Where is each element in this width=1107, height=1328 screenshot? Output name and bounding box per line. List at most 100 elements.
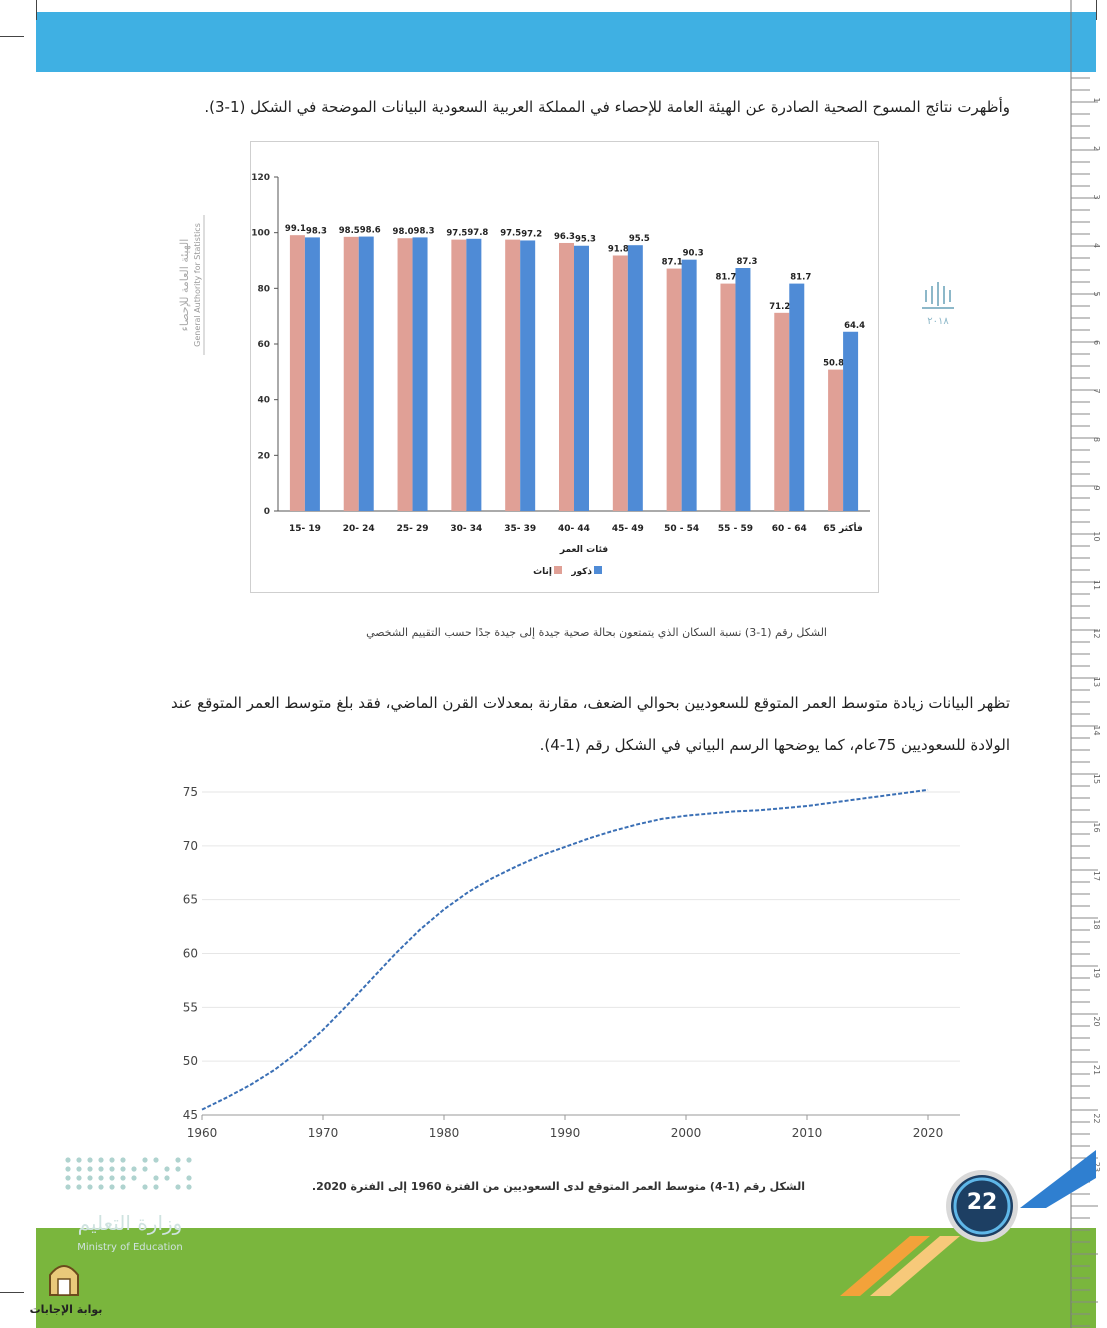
answers-portal-name: بوابة الإجابات <box>30 1303 103 1316</box>
x-category-label: 20- 24 <box>343 524 375 534</box>
ruler-number: 17 <box>1092 871 1101 881</box>
ruler-number: 8 <box>1092 437 1101 442</box>
y-tick-label: 65 <box>183 893 198 907</box>
logo-dot <box>87 1157 93 1163</box>
legend-label-female: إناث <box>533 567 552 577</box>
bar-male <box>466 238 482 511</box>
bar-data-label: 98.0 <box>393 227 414 237</box>
bar-female <box>666 268 682 511</box>
y-tick-label: 45 <box>183 1108 198 1122</box>
bar-female <box>559 242 574 511</box>
y-tick-label: 100 <box>251 229 270 239</box>
ruler-number: 19 <box>1092 968 1101 978</box>
logo-dot <box>164 1175 170 1181</box>
bar-male <box>304 237 320 512</box>
gastat-logo: الهيئة العامة للإحصاء General Authority … <box>178 215 205 355</box>
gastat-arabic-name: الهيئة العامة للإحصاء <box>178 239 191 332</box>
bar-female <box>774 312 790 511</box>
bar-data-label: 64.4 <box>844 321 865 331</box>
logo-dot <box>76 1157 82 1163</box>
logo-dot <box>109 1175 115 1181</box>
bar-data-label: 98.5 <box>339 226 360 236</box>
logo-dot <box>109 1184 115 1190</box>
logo-dot <box>131 1166 137 1172</box>
y-tick-label: 60 <box>183 947 198 961</box>
logo-dot <box>65 1157 71 1163</box>
bar-male <box>574 245 589 511</box>
bar-data-label: 81.7 <box>715 273 736 283</box>
x-category-label: 35- 39 <box>504 524 536 534</box>
bar-data-label: 98.3 <box>414 226 435 236</box>
logo-dot <box>120 1175 126 1181</box>
logo-dot <box>142 1157 148 1163</box>
bar-data-label: 71.2 <box>769 302 790 312</box>
x-tick-label: 1970 <box>308 1126 339 1140</box>
logo-dot <box>120 1184 126 1190</box>
x-axis-title: فئات العمر <box>559 545 608 555</box>
vision-emblem-icon: ٢٠١٨ <box>922 282 954 327</box>
logo-dot <box>142 1166 148 1172</box>
ruler-number: 20 <box>1092 1016 1101 1026</box>
bar-data-label: 99.1 <box>285 224 306 234</box>
bar-data-label: 96.3 <box>554 232 575 242</box>
ruler-number: 11 <box>1092 580 1101 590</box>
x-category-label: 15- 19 <box>289 524 321 534</box>
bar-male <box>789 283 805 511</box>
decorative-stripes <box>840 1150 1096 1296</box>
logo-dot <box>76 1184 82 1190</box>
bar-female <box>612 255 628 511</box>
logo-dot <box>98 1184 104 1190</box>
crop-mark <box>1096 0 1097 20</box>
x-category-label: 65 فأكثر <box>823 522 863 534</box>
ruler-number: 1 <box>1092 97 1101 102</box>
moe-arabic-name: وزارة التعليم <box>78 1211 183 1235</box>
ruler-number: 16 <box>1092 822 1101 832</box>
life-expectancy-line-chart: 45 50 55 60 65 70 75 1960 1970 1980 1990 2000 2010 20… <box>183 785 960 1140</box>
x-category-label: 30- 34 <box>450 524 482 534</box>
x-tick-label: 2000 <box>671 1126 702 1140</box>
y-tick-label: 55 <box>183 1000 198 1014</box>
y-tick-label: 75 <box>183 785 198 799</box>
bar-female <box>343 236 359 511</box>
bar-data-label: 91.8 <box>608 244 629 254</box>
bar-data-label: 95.5 <box>629 234 650 244</box>
x-tick-label: 1960 <box>187 1126 218 1140</box>
crop-mark <box>36 0 37 20</box>
logo-dot <box>98 1166 104 1172</box>
logo-dot <box>153 1175 159 1181</box>
x-category-label: 40- 44 <box>558 524 590 534</box>
logo-dot <box>186 1184 192 1190</box>
logo-dot <box>164 1166 170 1172</box>
ruler-number: 7 <box>1092 388 1101 393</box>
figure-caption-bar: الشكل رقم (1-3) نسبة السكان الذي يتمتعون… <box>366 626 827 639</box>
legend-swatch-female <box>554 566 562 574</box>
x-tick-label: 1980 <box>429 1126 460 1140</box>
bar-female <box>720 283 736 511</box>
ruler-number: 4 <box>1092 243 1101 248</box>
bar-data-label: 98.3 <box>306 226 327 236</box>
logo-dot <box>65 1175 71 1181</box>
logo-dot <box>175 1166 181 1172</box>
y-tick-label: 120 <box>251 173 270 183</box>
ruler-number: 18 <box>1092 919 1101 929</box>
logo-dot <box>131 1175 137 1181</box>
logo-dot <box>98 1157 104 1163</box>
bar-data-label: 90.3 <box>683 249 704 259</box>
ruler-number: 21 <box>1092 1065 1101 1075</box>
life-expectancy-paragraph-line2: الولادة للسعوديين 75عام، كما يوضحها الرس… <box>539 736 1010 754</box>
ruler-number: 13 <box>1092 677 1101 687</box>
y-tick-label: 20 <box>257 451 270 461</box>
x-tick-label: 2020 <box>913 1126 944 1140</box>
bar-male <box>412 237 428 512</box>
bar-female <box>451 239 467 511</box>
x-category-label: 25- 29 <box>397 524 429 534</box>
bar-data-label: 97.8 <box>467 228 488 238</box>
logo-dot <box>87 1184 93 1190</box>
figure-caption-line: الشكل رقم (1-4) متوسط العمر المتوقع لدى … <box>311 1180 805 1193</box>
page-number-badge <box>946 1170 1018 1242</box>
ruler-number: 15 <box>1092 774 1101 784</box>
bar-male <box>627 245 643 512</box>
bar-female <box>505 239 521 511</box>
